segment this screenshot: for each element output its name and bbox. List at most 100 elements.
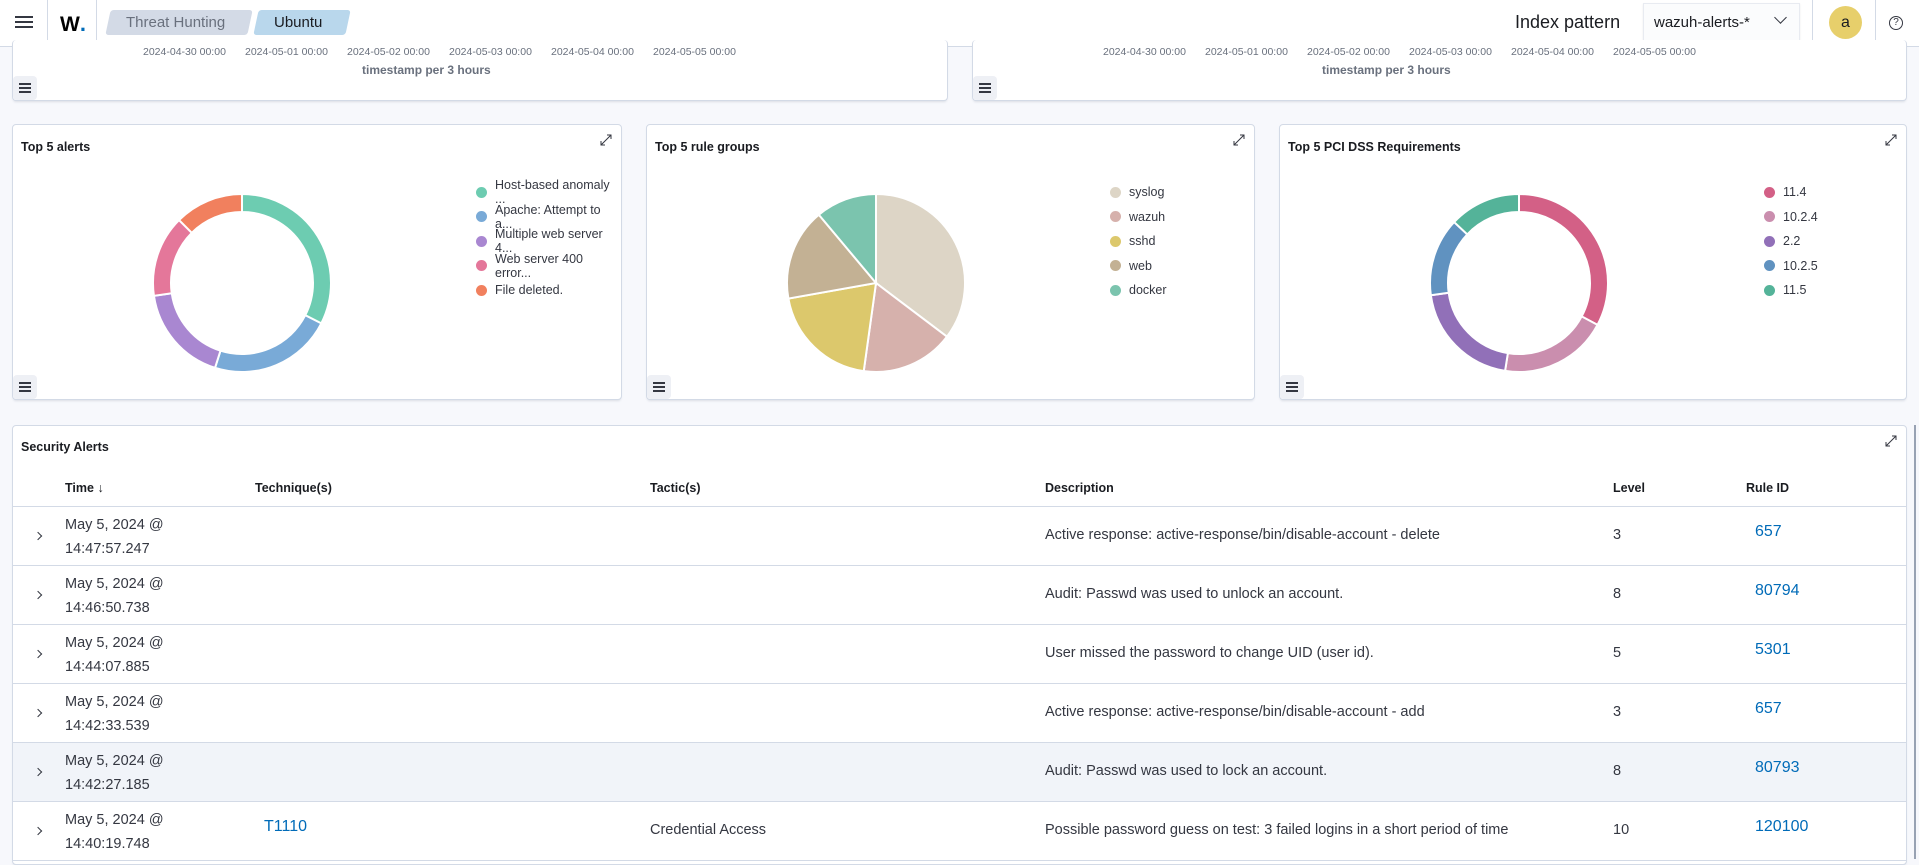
breadcrumb-threat-hunting[interactable]: Threat Hunting [105, 10, 253, 35]
legend-item[interactable]: sshd [1110, 229, 1167, 254]
x-axis-label: timestamp per 3 hours [1322, 63, 1451, 77]
tick-label: 2024-05-01 00:00 [245, 46, 328, 58]
divider [13, 506, 1906, 507]
pie-slice-0[interactable] [1518, 192, 1609, 327]
pie-slice-2[interactable] [152, 292, 222, 370]
legend-item[interactable]: 11.4 [1764, 180, 1818, 205]
legend-label: syslog [1129, 185, 1165, 200]
pie-slice-1[interactable] [1503, 315, 1599, 373]
expand-row-chevron-icon[interactable] [33, 649, 43, 659]
table-row[interactable]: May 5, 2024 @ 14:40:19.748 T1110 Credenti… [13, 802, 1906, 861]
legend-item[interactable]: File deleted. [476, 278, 621, 303]
legend-item[interactable]: 10.2.5 [1764, 254, 1818, 279]
avatar[interactable]: a [1829, 6, 1862, 39]
menu-icon[interactable] [14, 13, 34, 33]
legend-label: Web server 400 error... [495, 251, 584, 280]
legend-dot-icon [1764, 211, 1775, 223]
table-row[interactable]: May 5, 2024 @ 14:47:57.247 Active respons… [13, 507, 1906, 566]
legend-item[interactable]: Web server 400 error... [476, 251, 621, 280]
column-header-description[interactable]: Description [1045, 481, 1114, 495]
column-header-technique[interactable]: Technique(s) [255, 481, 332, 495]
expand-icon[interactable] [1884, 133, 1898, 147]
expand-row-chevron-icon[interactable] [33, 767, 43, 777]
divider [1812, 0, 1813, 47]
expand-row-chevron-icon[interactable] [33, 590, 43, 600]
expand-icon[interactable] [1232, 133, 1246, 147]
legend-item[interactable]: 2.2 [1764, 229, 1818, 254]
legend-dot-icon [1764, 235, 1775, 247]
tick-label: 2024-05-03 00:00 [449, 46, 532, 58]
tick-label: 2024-05-04 00:00 [551, 46, 634, 58]
legend-item[interactable]: 10.2.4 [1764, 205, 1818, 230]
legend-item[interactable]: 11.5 [1764, 278, 1818, 303]
table-row[interactable]: May 5, 2024 @ 14:42:33.539 Active respons… [13, 684, 1906, 743]
divider [1875, 0, 1876, 47]
pie-slice-4[interactable] [817, 192, 877, 286]
date-text: May 5, 2024 @ [65, 753, 164, 769]
histogram-panel-left: 2024-04-30 00:00 2024-05-01 00:00 2024-05-… [12, 40, 948, 101]
legend-item[interactable]: web [1110, 254, 1167, 279]
legend-toggle-button[interactable] [1280, 375, 1304, 399]
x-axis-label: timestamp per 3 hours [362, 63, 491, 77]
tactic-cell: Credential Access [650, 822, 767, 838]
legend-item[interactable]: Multiple web server 4... [476, 227, 621, 255]
legend-toggle-button[interactable] [13, 76, 37, 100]
pie-slice-2[interactable] [787, 281, 878, 373]
rule-id-link[interactable]: 5301 [1755, 641, 1791, 658]
legend-dot-icon [1110, 260, 1121, 272]
pie-slice-0[interactable] [241, 192, 332, 325]
pie-slice-3[interactable] [152, 218, 194, 297]
legend-toggle-button[interactable] [13, 375, 37, 399]
time-cell: May 5, 2024 @ 14:44:07.885 [65, 631, 164, 679]
legend-dot-icon [1110, 186, 1121, 198]
legend-item[interactable]: Host-based anomaly ... [476, 178, 621, 206]
legend-dot-icon [1110, 211, 1121, 223]
pie-slice-4[interactable] [1452, 192, 1520, 236]
wazuh-logo[interactable]: W. [60, 11, 86, 36]
technique-link[interactable]: T1110 [264, 818, 307, 835]
column-header-tactic[interactable]: Tactic(s) [650, 481, 701, 495]
legend-item[interactable]: wazuh [1110, 205, 1167, 230]
description-cell: Audit: Passwd was used to unlock an acco… [1045, 586, 1344, 602]
expand-row-chevron-icon[interactable] [33, 531, 43, 541]
legend-dot-icon [1110, 235, 1121, 247]
time-text: 14:40:19.748 [65, 836, 150, 852]
scrollbar[interactable] [1914, 425, 1916, 859]
expand-icon[interactable] [599, 133, 613, 147]
pie-slice-2[interactable] [1429, 291, 1510, 373]
sort-arrow-icon: ↓ [97, 481, 104, 495]
legend-toggle-button[interactable] [647, 375, 671, 399]
pie-slice-0[interactable] [875, 192, 966, 339]
rule-id-link[interactable]: 80794 [1755, 582, 1800, 599]
legend-item[interactable]: Apache: Attempt to a... [476, 203, 621, 231]
table-row[interactable]: May 5, 2024 @ 14:44:07.885 User missed th… [13, 625, 1906, 684]
rule-id-link[interactable]: 657 [1755, 523, 1782, 540]
description-cell: Active response: active-response/bin/dis… [1045, 704, 1425, 720]
column-header-rule-id[interactable]: Rule ID [1746, 481, 1790, 495]
breadcrumb-ubuntu[interactable]: Ubuntu [253, 10, 351, 35]
rule-id-link[interactable]: 657 [1755, 700, 1782, 717]
table-row[interactable]: May 5, 2024 @ 14:42:27.185 Audit: Passwd … [13, 743, 1906, 802]
time-text: 14:47:57.247 [65, 541, 150, 557]
legend-item[interactable]: syslog [1110, 180, 1167, 205]
rule-id-link[interactable]: 80793 [1755, 759, 1800, 776]
column-header-level[interactable]: Level [1613, 481, 1645, 495]
legend-toggle-button[interactable] [973, 76, 997, 100]
time-cell: May 5, 2024 @ 14:46:50.738 [65, 572, 164, 620]
column-header-time[interactable]: Time ↓ [65, 481, 104, 495]
pie-slice-1[interactable] [213, 313, 323, 373]
help-icon[interactable]: ? [1889, 16, 1903, 30]
table-row[interactable]: May 5, 2024 @ 14:46:50.738 Audit: Passwd … [13, 566, 1906, 625]
expand-icon[interactable] [1884, 434, 1898, 448]
time-cell: May 5, 2024 @ 14:42:27.185 [65, 749, 164, 797]
legend-dot-icon [1764, 186, 1775, 198]
expand-row-chevron-icon[interactable] [33, 708, 43, 718]
pie-slice-3[interactable] [1429, 220, 1469, 297]
index-pattern-select[interactable]: wazuh-alerts-* [1643, 3, 1800, 41]
rule-id-link[interactable]: 120100 [1755, 818, 1809, 835]
legend-label: 10.2.4 [1783, 209, 1818, 224]
legend-dot-icon [476, 211, 487, 223]
legend-item[interactable]: docker [1110, 278, 1167, 303]
expand-row-chevron-icon[interactable] [33, 826, 43, 836]
pie-slice-4[interactable] [177, 192, 243, 235]
